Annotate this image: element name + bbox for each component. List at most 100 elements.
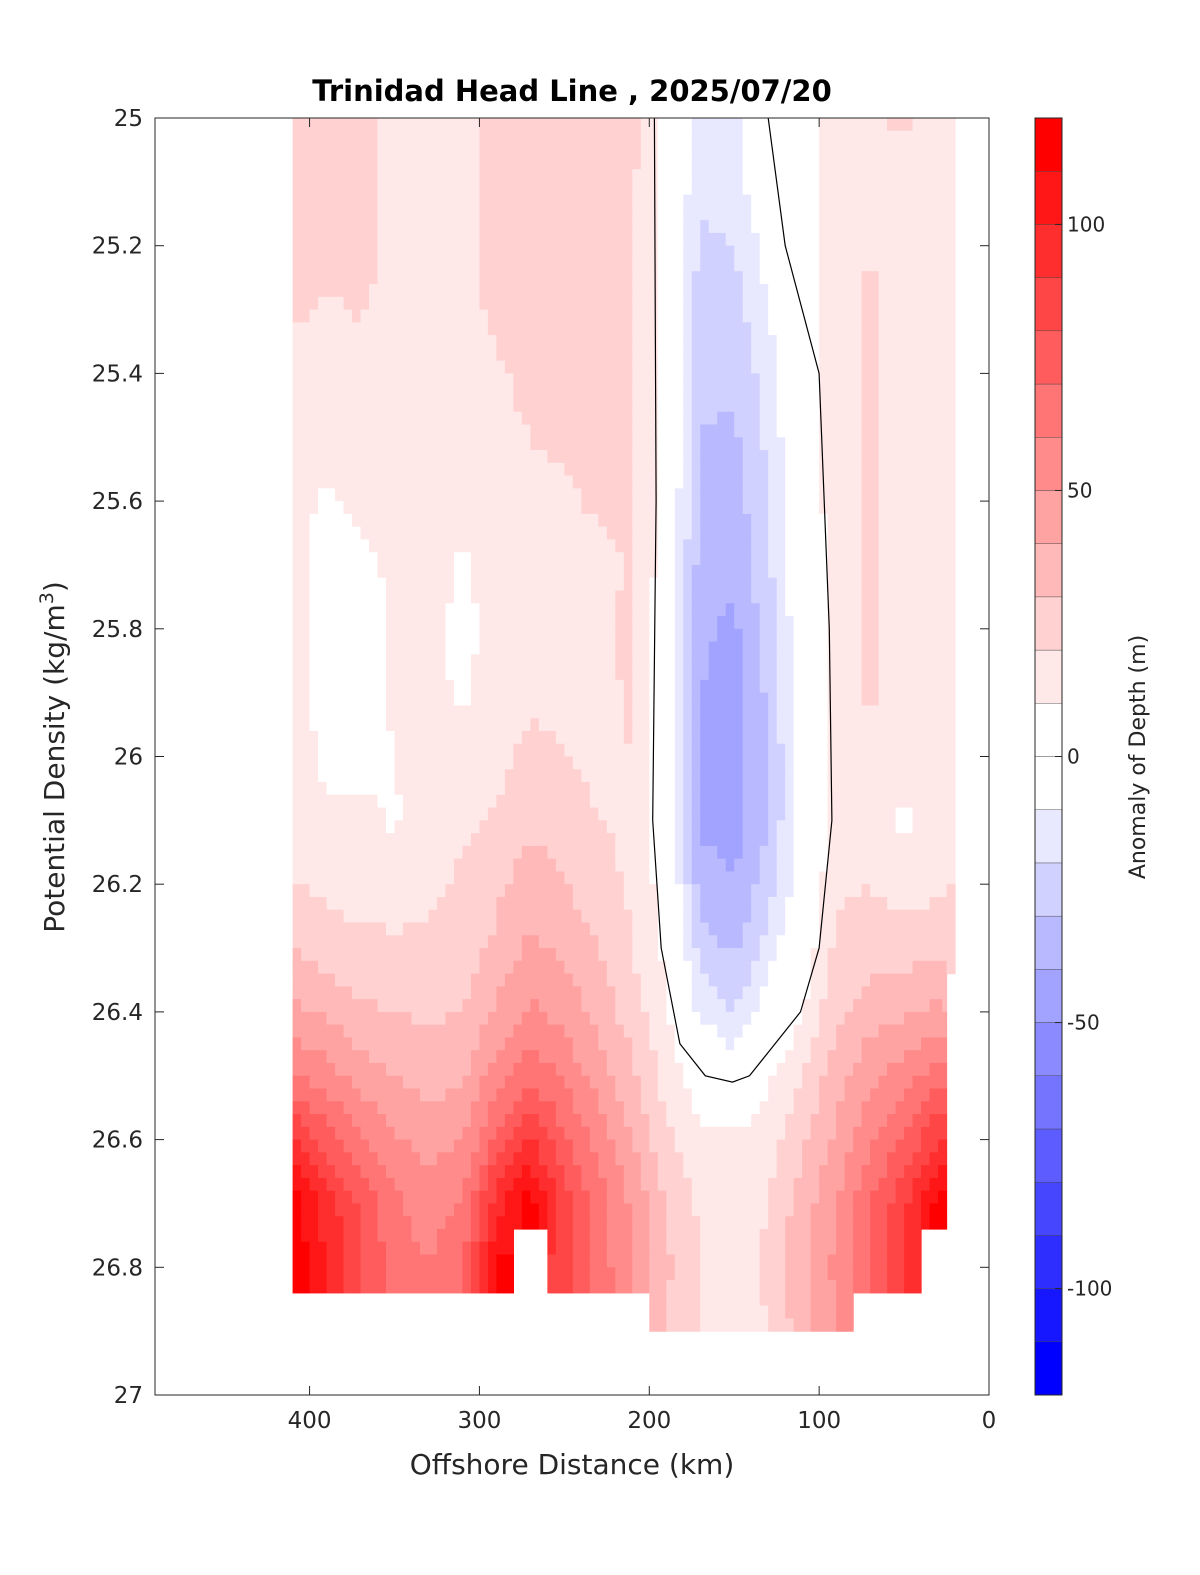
contour-cell	[343, 220, 353, 234]
contour-cell	[810, 577, 820, 592]
contour-cell	[487, 130, 498, 145]
contour-cell	[942, 284, 948, 298]
contour-cell	[895, 118, 905, 132]
contour-cell	[912, 411, 922, 426]
contour-cell	[301, 322, 311, 336]
contour-cell	[335, 820, 345, 834]
contour-cell	[929, 730, 939, 745]
contour-cell	[606, 309, 616, 323]
contour-cell	[360, 552, 370, 566]
contour-cell	[887, 807, 897, 821]
contour-cell	[419, 501, 430, 515]
contour-cell	[564, 220, 574, 234]
contour-cell	[564, 360, 574, 374]
contour-cell	[343, 335, 353, 349]
contour-cell	[802, 654, 812, 668]
contour-cell	[572, 539, 582, 553]
contour-cell	[946, 692, 952, 707]
contour-cell	[929, 322, 939, 336]
contour-cell	[589, 347, 599, 362]
contour-cell	[921, 462, 931, 477]
contour-cell	[326, 347, 336, 362]
contour-cell	[912, 539, 922, 553]
contour-cell	[700, 322, 710, 336]
contour-cell	[462, 654, 472, 668]
contour-cell	[513, 335, 523, 349]
contour-cell	[912, 769, 922, 783]
contour-cell	[708, 194, 718, 208]
contour-cell	[632, 169, 642, 183]
contour-cell	[369, 296, 379, 311]
contour-cell	[530, 220, 540, 234]
contour-cell	[691, 130, 701, 145]
contour-cell	[793, 590, 803, 604]
contour-cell	[436, 922, 447, 936]
contour-cell	[819, 871, 829, 885]
contour-cell	[453, 309, 464, 323]
contour-cell	[453, 501, 464, 515]
contour-cell	[623, 488, 633, 502]
contour-cell	[929, 462, 939, 477]
contour-cell	[776, 335, 786, 349]
contour-cell	[335, 552, 345, 566]
contour-cell	[555, 220, 565, 234]
contour-cell	[326, 590, 336, 604]
contour-cell	[912, 705, 922, 719]
contour-cell	[674, 373, 684, 387]
contour-cell	[725, 718, 735, 732]
contour-cell	[369, 347, 379, 362]
contour-cell	[479, 143, 489, 157]
contour-cell	[819, 641, 829, 655]
contour-cell	[751, 794, 761, 809]
contour-cell	[598, 935, 608, 949]
contour-cell	[742, 143, 752, 157]
contour-cell	[742, 730, 752, 745]
contour-cell	[589, 322, 599, 336]
contour-cell	[538, 564, 548, 579]
contour-cell	[343, 743, 353, 758]
contour-cell	[691, 475, 701, 489]
contour-cell	[386, 462, 396, 477]
contour-cell	[487, 667, 498, 681]
contour-cell	[623, 347, 633, 362]
contour-cell	[734, 475, 744, 489]
contour-cell	[810, 373, 820, 387]
contour-cell	[377, 743, 387, 758]
contour-cell	[751, 871, 761, 885]
contour-cell	[462, 705, 472, 719]
contour-cell	[683, 309, 693, 323]
contour-cell	[598, 143, 608, 157]
contour-cell	[946, 143, 952, 157]
contour-cell	[640, 194, 650, 208]
contour-cell	[691, 181, 701, 196]
contour-cell	[428, 271, 438, 285]
contour-cell	[785, 245, 795, 260]
contour-cell	[606, 654, 616, 668]
contour-cell	[581, 450, 591, 464]
contour-cell	[810, 616, 820, 630]
contour-cell	[581, 386, 591, 400]
contour-cell	[649, 181, 659, 196]
contour-cell	[309, 552, 319, 566]
contour-cell	[708, 424, 718, 438]
contour-cell	[810, 475, 820, 489]
contour-cell	[827, 705, 837, 719]
contour-cell	[394, 296, 404, 311]
contour-cell	[640, 386, 650, 400]
contour-cell	[453, 692, 464, 707]
contour-cell	[776, 513, 786, 528]
contour-cell	[436, 245, 447, 260]
contour-cell	[827, 322, 837, 336]
contour-cell	[369, 411, 379, 426]
contour-cell	[504, 679, 514, 694]
contour-cell	[487, 616, 498, 630]
contour-cell	[632, 603, 642, 617]
contour-cell	[632, 552, 642, 566]
contour-cell	[538, 577, 548, 592]
contour-cell	[691, 552, 701, 566]
contour-cell	[360, 450, 370, 464]
contour-cell	[904, 181, 914, 196]
contour-cell	[666, 577, 676, 592]
contour-cell	[572, 743, 582, 758]
contour-cell	[836, 475, 846, 489]
